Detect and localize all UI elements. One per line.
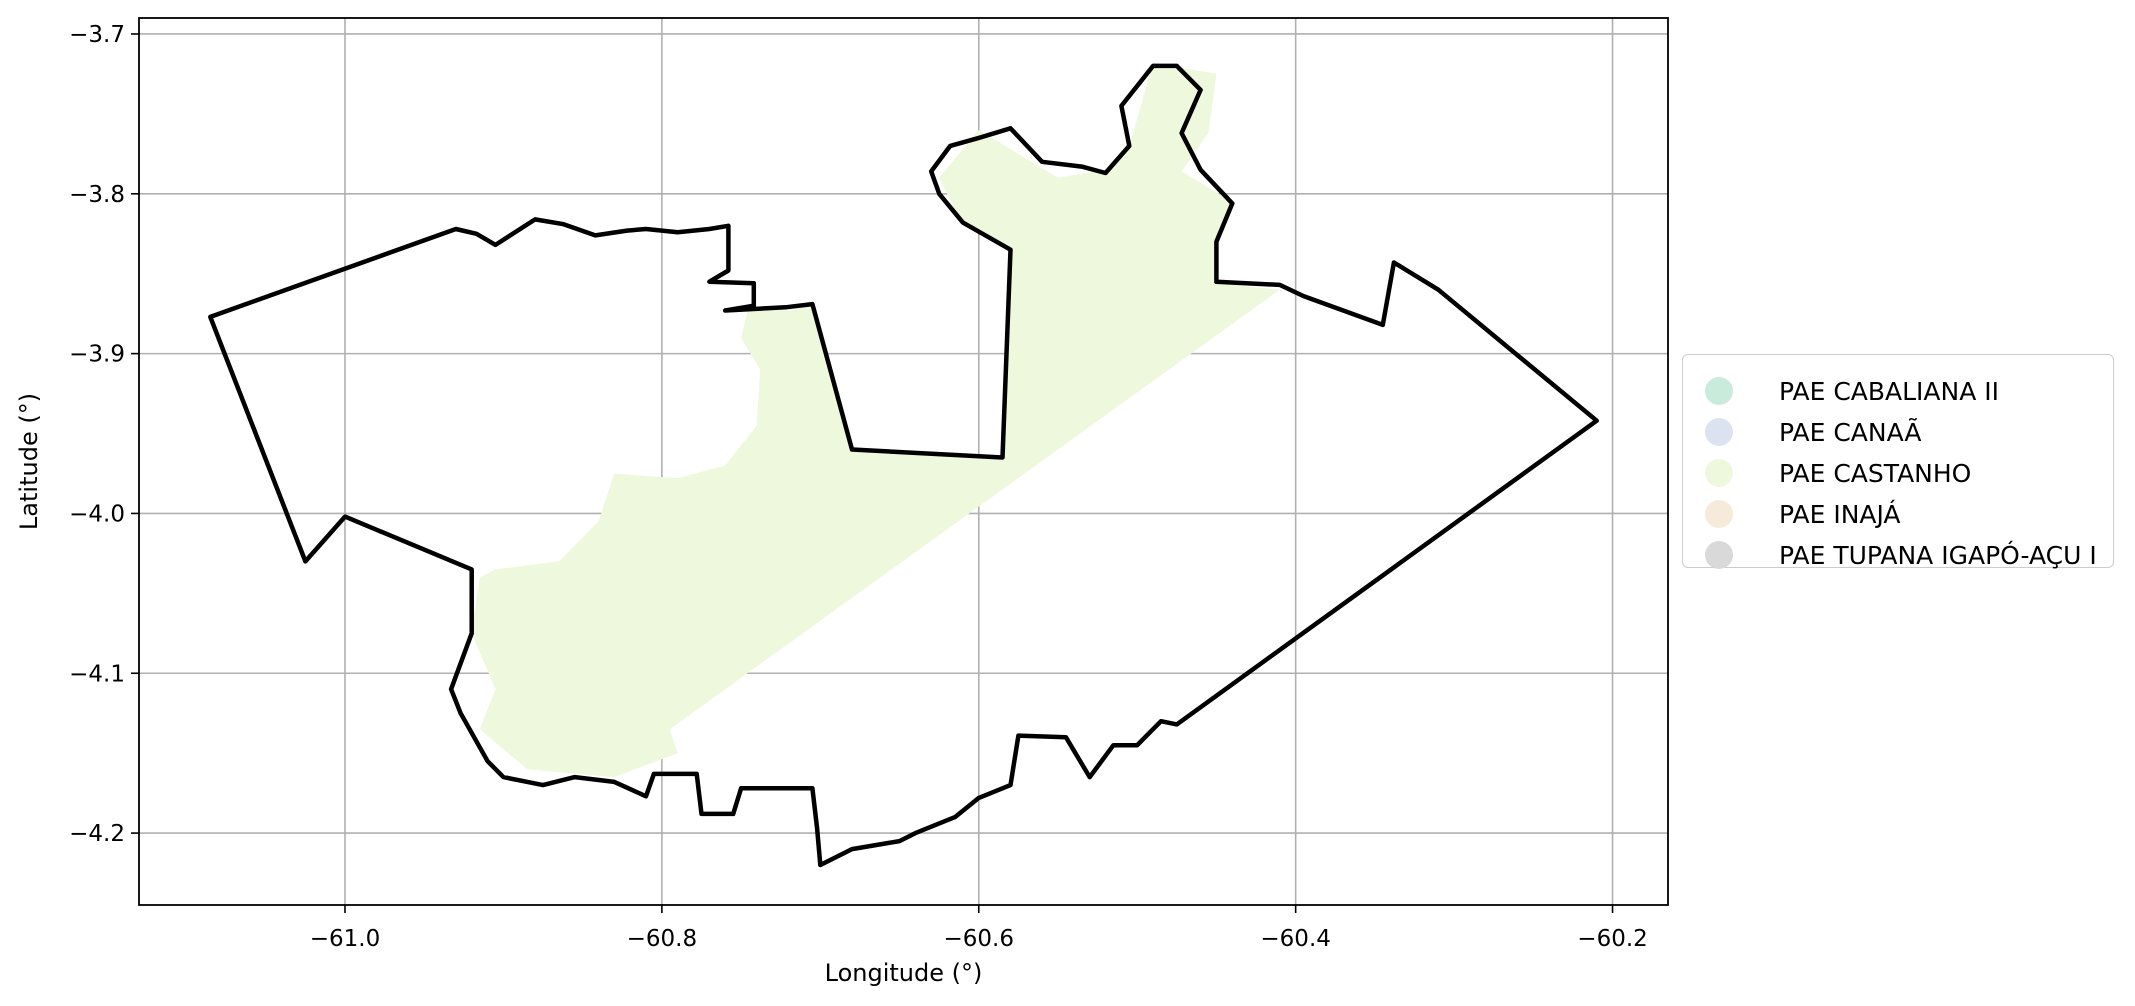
legend-label: PAE CABALIANA II — [1779, 376, 2000, 406]
y-tick-label: −4.0 — [69, 501, 125, 527]
municipality-boundary — [208, 63, 1599, 868]
legend-label: PAE INAJÁ — [1779, 499, 1901, 529]
x-axis-label: Longitude (°) — [825, 959, 983, 987]
x-tick-label: −61.0 — [310, 926, 380, 952]
legend-item: PAE INAJÁ — [1705, 496, 1901, 532]
y-tick-label: −4.1 — [69, 661, 125, 687]
legend: PAE CABALIANA II PAE CANAÃ PAE CASTANHO PAE… — [1682, 354, 2114, 570]
axis-ticks: −61.0 −60.8 −60.6 −60.4 −60.2 −3.7 −3.8 −3.9 −4.… — [69, 22, 1648, 952]
y-tick-label: −3.9 — [69, 342, 125, 368]
pae-castanho-region — [471, 62, 1280, 778]
x-tick-label: −60.8 — [627, 926, 697, 952]
y-tick-label: −3.7 — [69, 22, 125, 48]
legend-item: PAE CANAÃ — [1705, 414, 1921, 450]
y-axis-label: Latitude (°) — [15, 393, 43, 530]
legend-marker-icon — [1705, 418, 1733, 446]
legend-marker-icon — [1705, 541, 1733, 569]
x-tick-label: −60.4 — [1260, 926, 1330, 952]
legend-item: PAE CASTANHO — [1705, 455, 1971, 491]
y-tick-label: −4.2 — [69, 821, 125, 847]
legend-item: PAE CABALIANA II — [1705, 373, 1999, 409]
legend-marker-icon — [1705, 377, 1733, 405]
legend-label: PAE TUPANA IGAPÓ-AÇU I — [1779, 540, 2097, 570]
legend-marker-icon — [1705, 459, 1733, 487]
x-tick-label: −60.6 — [944, 926, 1014, 952]
x-tick-label: −60.2 — [1577, 926, 1647, 952]
legend-item: PAE TUPANA IGAPÓ-AÇU I — [1705, 537, 2097, 573]
y-tick-label: −3.8 — [69, 182, 125, 208]
legend-marker-icon — [1705, 500, 1733, 528]
plot-frame — [138, 17, 1669, 906]
legend-label: PAE CASTANHO — [1779, 458, 1972, 488]
legend-label: PAE CANAÃ — [1779, 417, 1922, 447]
